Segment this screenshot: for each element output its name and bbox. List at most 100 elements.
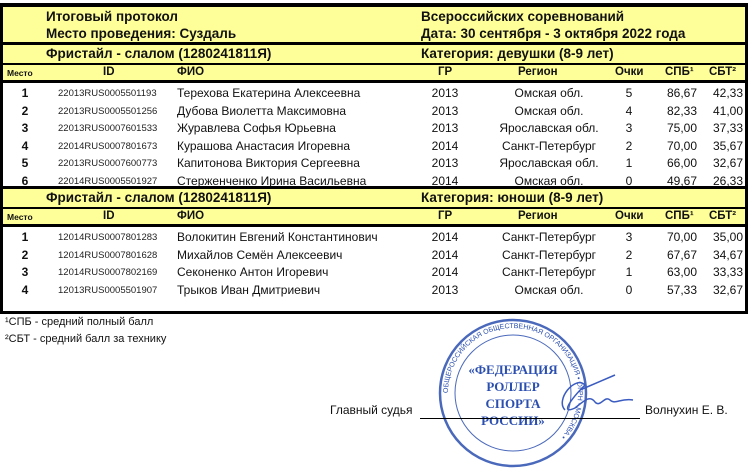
category: Категория: девушки (8-9 лет) [421,46,614,61]
cell-place: 1 [21,86,29,100]
cell-region: Омская обл. [514,174,584,188]
cell-gr: 2014 [431,138,459,153]
cell-region: Санкт-Петербург [501,247,597,262]
protocol-header: Итоговый протокол Место проведения: Сузд… [3,7,745,42]
section-header: Фристайл - слалом (1280241811Я) Категори… [3,45,745,63]
cell-sbt: 34,67 [712,247,743,262]
cell-spb: 66,00 [666,156,697,171]
cell-place: 3 [21,121,29,136]
divider [3,207,745,209]
footnote-sbt: ²СБТ - средний балл за технику [5,333,167,345]
cell-sbt: 33,33 [712,265,743,280]
column-header-fio: ФИО [177,210,205,222]
cell-id: 22014RUS0005501927 [58,176,158,187]
cell-spb: 57,33 [666,282,697,297]
cell-place: 6 [21,174,29,188]
cell-spb: 63,00 [666,265,697,280]
section-header: Фристайл - слалом (1280241811Я) Категори… [3,189,745,207]
cell-id: 12014RUS0007801628 [58,249,158,261]
cell-fio: Стерженченко Ирина Васильевна [177,174,367,188]
stamp-line: РОССИИ» [481,413,545,428]
cell-id: 12014RUS0007802169 [58,267,158,279]
cell-place: 2 [21,103,29,118]
cell-spb: 49,67 [666,174,697,188]
cell-fio: Журавлева Софья Юрьевна [177,121,336,136]
cell-place: 3 [21,265,29,280]
cell-fio: Трыков Иван Дмитриевич [177,282,321,297]
stamp-line: РОЛЛЕР [486,379,539,394]
divider [3,80,745,83]
discipline: Фристайл - слалом (1280241811Я) [46,190,272,205]
cell-region: Омская обл. [514,282,584,297]
cell-sbt: 32,67 [712,156,743,171]
cell-gr: 2013 [431,86,459,100]
cell-place: 4 [21,138,29,153]
cell-fio: Михайлов Семён Алексеевич [177,247,343,262]
cell-spb: 82,33 [666,103,697,118]
cell-fio: Волокитин Евгений Константинович [177,230,378,244]
cell-points: 5 [625,86,633,100]
cell-gr: 2013 [431,121,459,136]
cell-fio: Капитонова Виктория Сергеевна [177,156,360,171]
table-row: 1 12014RUS0007801283 Волокитин Евгений Кон… [3,229,745,246]
table-row: 3 22013RUS0007601533 Журавлева Софья Юрьев… [3,120,745,137]
column-header-region: Регион [518,210,558,222]
cell-points: 0 [625,282,633,297]
table-row: 6 22014RUS0005501927 Стерженченко Ирина Ва… [3,173,745,190]
column-header-gr: ГР [438,66,453,78]
cell-gr: 2014 [431,230,459,244]
column-header-sbt: СБТ² [709,66,737,78]
competition: Всероссийских соревнований [421,9,625,24]
cell-region: Омская обл. [514,103,584,118]
cell-fio: Терехова Екатерина Алексеевна [177,86,361,100]
divider [3,42,745,45]
table-row: 2 22013RUS0005501256 Дубова Виолетта Макси… [3,103,745,120]
cell-sbt: 42,33 [712,86,743,100]
divider [3,224,745,227]
column-header-points: Очки [615,66,644,78]
cell-points: 4 [625,103,633,118]
federation-stamp: ОБЩЕРОССИЙСКАЯ ОБЩЕСТВЕННАЯ ОРГАНИЗАЦИЯ … [438,318,588,468]
protocol-title: Итоговый протокол [46,9,179,24]
column-header-spb: СПБ¹ [665,66,694,78]
cell-id: 22013RUS0005501193 [58,88,157,99]
cell-sbt: 37,33 [712,121,743,136]
cell-region: Ярославская обл. [499,121,599,136]
column-headers: Место ID ФИО ГР Регион Очки СПБ¹ СБТ² [3,209,745,224]
column-header-fio: ФИО [177,66,205,78]
cell-place: 1 [21,230,29,244]
cell-points: 2 [625,138,633,153]
stamp-line: «ФЕДЕРАЦИЯ [468,362,558,377]
divider [3,63,745,65]
cell-sbt: 41,00 [712,103,743,118]
table-row: 4 22014RUS0007801673 Курашова Анастасия Иг… [3,138,745,155]
signature-role: Главный судья [330,403,413,417]
cell-fio: Секоненко Антон Игоревич [177,265,329,280]
cell-gr: 2013 [431,156,459,171]
discipline: Фристайл - слалом (1280241811Я) [46,46,272,61]
cell-region: Ярославская обл. [499,156,599,171]
column-header-id: ID [103,210,115,222]
column-header-gr: ГР [438,210,453,222]
cell-region: Омская обл. [514,86,584,100]
cell-place: 5 [21,156,29,171]
cell-gr: 2014 [431,265,459,280]
table-row: 4 12013RUS0005501907 Трыков Иван Дмитриеви… [3,282,745,299]
cell-region: Санкт-Петербург [501,265,597,280]
cell-points: 1 [625,265,633,280]
column-header-region: Регион [518,66,558,78]
cell-spb: 75,00 [666,121,697,136]
date: Дата: 30 сентября - 3 октября 2022 года [421,26,686,41]
cell-points: 2 [625,247,633,262]
footnote-spb: ¹СПБ - средний полный балл [5,316,154,328]
signature [561,374,634,411]
cell-place: 4 [21,282,29,297]
category: Категория: юноши (8-9 лет) [421,190,604,205]
cell-sbt: 32,67 [712,282,743,297]
venue: Место проведения: Суздаль [46,26,237,41]
cell-fio: Курашова Анастасия Игоревна [177,138,351,153]
protocol-table: Итоговый протокол Место проведения: Сузд… [0,3,748,314]
cell-spb: 70,00 [666,230,697,244]
column-header-spb: СПБ¹ [665,210,694,222]
cell-points: 3 [625,121,633,136]
